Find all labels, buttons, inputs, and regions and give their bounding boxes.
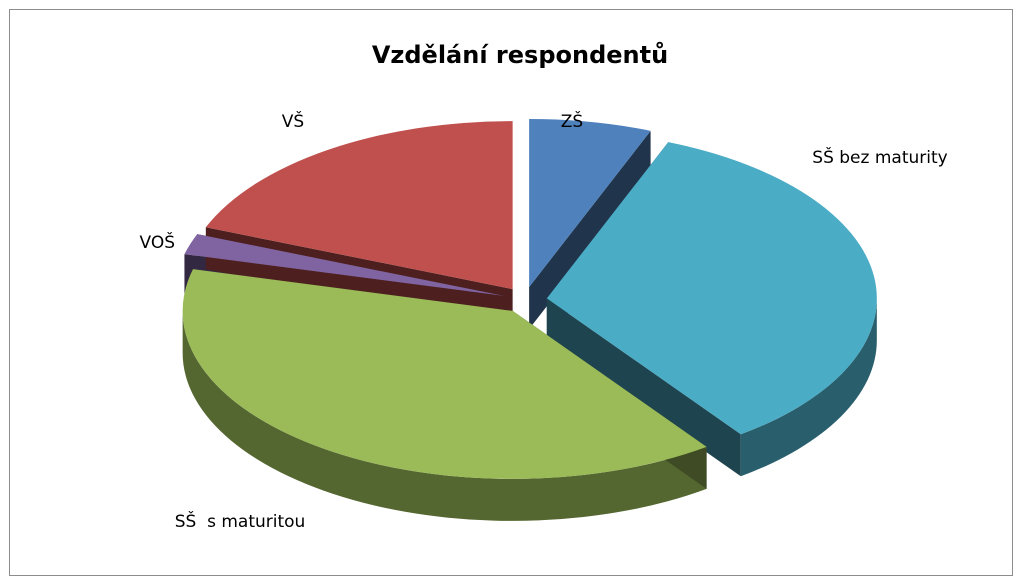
slice-label: ZŠ (561, 110, 583, 132)
slice-tops (182, 119, 877, 479)
slice-label: VŠ (282, 110, 304, 132)
slice (182, 269, 707, 479)
slice (184, 234, 505, 296)
slice-cut (546, 298, 741, 477)
slice (205, 121, 513, 290)
slice-side (740, 298, 877, 477)
slice (546, 142, 877, 435)
slice (529, 119, 651, 288)
slice-label: SŠ bez maturity (812, 146, 947, 168)
slice-side (182, 310, 707, 521)
chart-title: Vzdělání respondentů (372, 41, 668, 69)
slice-cut (529, 130, 651, 330)
slice-label: SŠ s maturitou (175, 510, 306, 532)
slice-label: VOŠ (139, 231, 175, 253)
